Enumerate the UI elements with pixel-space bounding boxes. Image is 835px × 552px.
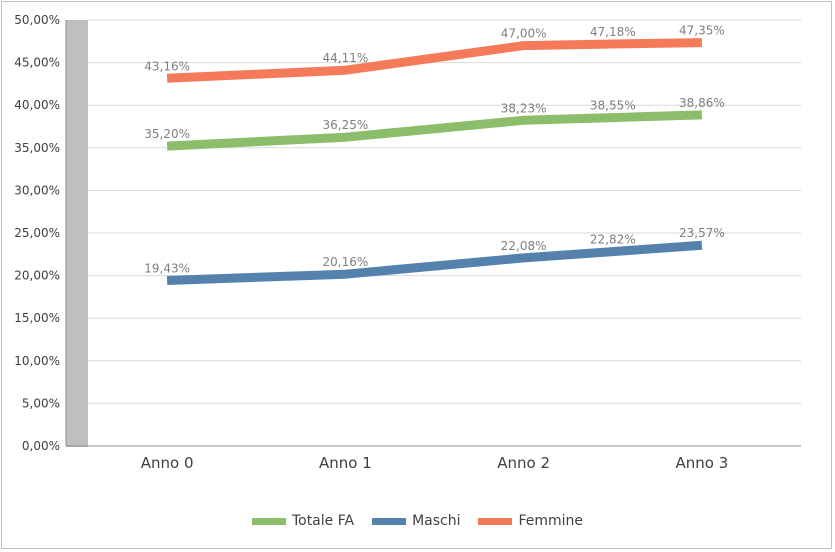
data-label: 38,55% xyxy=(590,99,636,113)
axis-wall xyxy=(66,20,88,446)
data-label: 22,08% xyxy=(501,239,547,253)
y-tick-label: 25,00% xyxy=(14,226,60,240)
data-label: 35,20% xyxy=(144,127,190,141)
legend-item-totale-fa: Totale FA xyxy=(251,513,355,529)
y-tick-label: 40,00% xyxy=(14,98,60,112)
data-label: 47,00% xyxy=(501,27,547,41)
data-label: 36,25% xyxy=(322,118,368,132)
data-label: 38,86% xyxy=(679,96,725,110)
x-tick-label: Anno 1 xyxy=(319,454,372,472)
x-tick-label: Anno 3 xyxy=(675,454,728,472)
y-tick-label: 0,00% xyxy=(22,439,60,453)
series-line-0 xyxy=(166,110,703,151)
legend-swatch-totale-fa xyxy=(251,517,286,525)
y-tick-label: 35,00% xyxy=(14,141,60,155)
data-label: 47,35% xyxy=(679,24,725,38)
data-label: 20,16% xyxy=(322,255,368,269)
legend-label-femmine: Femmine xyxy=(518,513,584,529)
data-label: 47,18% xyxy=(590,25,636,39)
y-tick-label: 10,00% xyxy=(14,354,60,368)
x-tick-label: Anno 2 xyxy=(497,454,550,472)
data-label: 44,11% xyxy=(322,51,368,65)
data-label: 23,57% xyxy=(679,226,725,240)
legend-item-maschi: Maschi xyxy=(372,513,460,529)
y-tick-label: 30,00% xyxy=(14,183,60,197)
y-tick-label: 45,00% xyxy=(14,56,60,70)
data-label: 19,43% xyxy=(144,261,190,275)
data-label: 22,82% xyxy=(590,233,636,247)
legend-swatch-maschi xyxy=(372,517,407,525)
series-line-1 xyxy=(166,240,703,285)
y-tick-label: 50,00% xyxy=(14,13,60,27)
y-tick-label: 20,00% xyxy=(14,269,60,283)
legend-label-totale-fa: Totale FA xyxy=(291,513,355,529)
y-tick-label: 15,00% xyxy=(14,311,60,325)
series-line-2 xyxy=(166,38,702,83)
data-label: 43,16% xyxy=(144,59,190,73)
legend-label-maschi: Maschi xyxy=(412,513,461,529)
legend-item-femmine: Femmine xyxy=(478,513,583,529)
data-label: 38,23% xyxy=(501,101,547,115)
legend-swatch-femmine xyxy=(478,517,513,525)
y-tick-label: 5,00% xyxy=(22,396,60,410)
legend: Totale FA Maschi Femmine xyxy=(0,513,835,529)
x-tick-label: Anno 0 xyxy=(141,454,194,472)
